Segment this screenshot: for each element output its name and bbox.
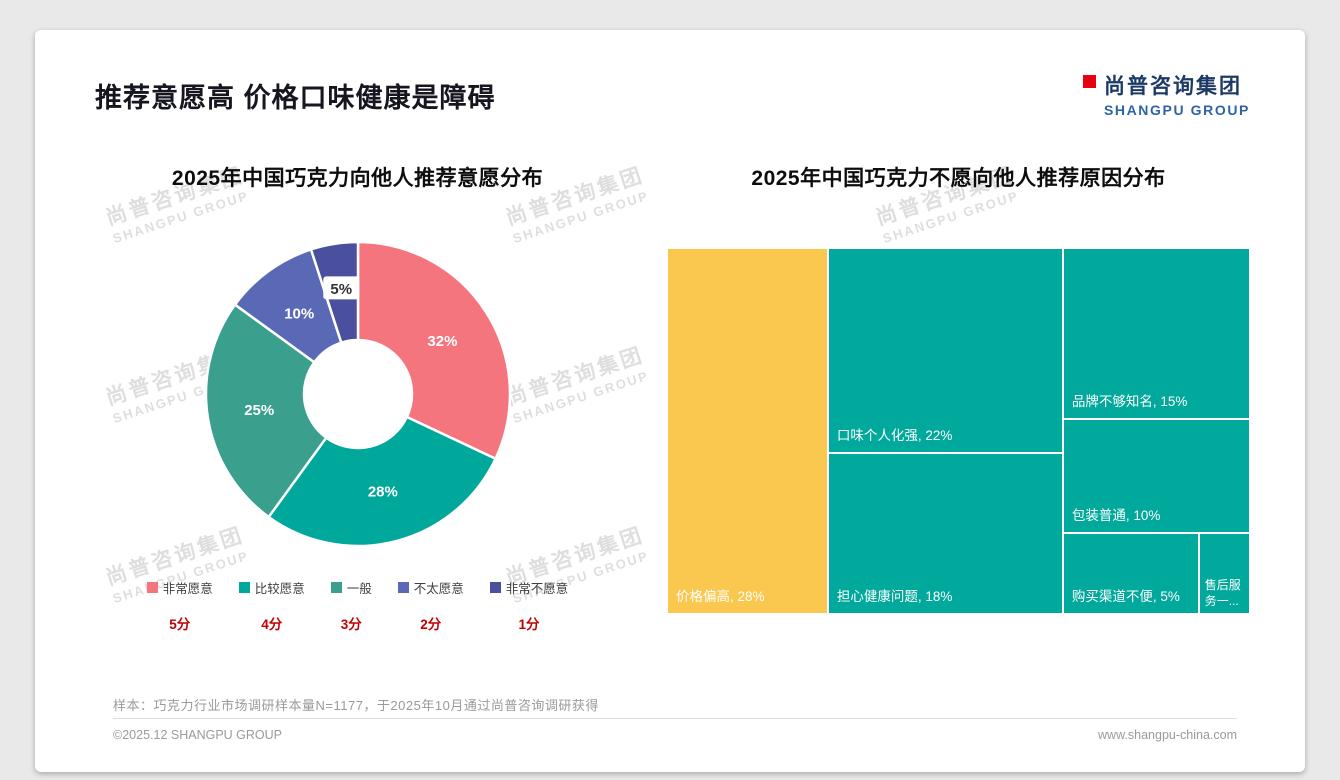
legend-label: 比较愿意	[254, 582, 305, 596]
legend-score: 1分	[518, 617, 540, 632]
legend-item: 非常不愿意	[489, 578, 569, 597]
donut-slice-value: 28%	[367, 483, 397, 500]
legend-col-2: 一般 3分	[330, 578, 372, 633]
logo-text: 尚普咨询集团 SHANGPU GROUP	[1104, 70, 1250, 118]
treemap-chart: 价格偏高, 28% 口味个人化强, 22% 担心健康问题, 18% 品牌不够知名, 1…	[667, 248, 1250, 614]
header: 推荐意愿高 价格口味健康是障碍 尚普咨询集团 SHANGPU GROUP	[95, 70, 1250, 118]
legend-score: 5分	[169, 617, 191, 632]
donut-slice-2	[204, 302, 328, 519]
treemap-cell-label: 价格偏高, 28%	[676, 588, 765, 604]
donut-label-chip	[322, 276, 359, 300]
legend-item: 比较愿意	[238, 578, 305, 597]
legend-swatch-icon	[397, 582, 409, 593]
treemap-cell-label: 口味个人化强, 22%	[836, 427, 953, 443]
slide-card: 尚普咨询集团 SHANGPU GROUP 尚普咨询集团 SHANGPU GROUP 尚普…	[35, 30, 1305, 772]
legend-label: 一般	[346, 582, 372, 596]
legend-col-4: 非常不愿意 1分	[489, 578, 569, 633]
donut-chart-title: 2025年中国巧克力向他人推荐意愿分布	[171, 167, 544, 190]
legend-label: 非常不愿意	[505, 582, 569, 596]
treemap-cell-4: 包装普通, 10%	[1062, 418, 1250, 533]
treemap-cell-label: 购买渠道不便, 5%	[1071, 588, 1180, 604]
legend-swatch-icon	[330, 582, 342, 593]
legend-col-1: 比较愿意 4分	[238, 578, 305, 633]
legend-score: 4分	[261, 617, 283, 632]
treemap-cell-label: 售后服务一...	[1204, 577, 1241, 608]
legend-item: 非常愿意	[146, 578, 213, 597]
treemap-cell-6: 售后服务一...	[1198, 532, 1250, 614]
treemap-cell-3: 品牌不够知名, 15%	[1062, 248, 1250, 419]
treemap-cell-5: 购买渠道不便, 5%	[1062, 532, 1199, 614]
website-text: www.shangpu-china.com	[1098, 728, 1237, 742]
logo-red-square-icon	[1082, 75, 1096, 88]
legend-score: 2分	[420, 617, 442, 632]
donut-slice-value: 10%	[284, 306, 314, 323]
legend-item: 不太愿意	[397, 578, 464, 597]
donut-slice-value: 32%	[427, 333, 457, 350]
legend-col-3: 不太愿意 2分	[397, 578, 464, 633]
donut-chart: 32% 28% 25% 10% 5%	[204, 240, 511, 548]
donut-slice-value: 25%	[244, 402, 274, 419]
donut-legend: 非常愿意 5分 比较愿意 4分 一般 3分 不太愿意 2分 非常不愿意 1分	[95, 578, 620, 633]
legend-score: 3分	[340, 617, 362, 632]
company-logo: 尚普咨询集团 SHANGPU GROUP	[1082, 70, 1250, 118]
donut-slice-value: 5%	[330, 281, 352, 298]
treemap-cell-2: 担心健康问题, 18%	[827, 452, 1063, 614]
legend-label: 不太愿意	[413, 582, 464, 596]
treemap-cell-label: 包装普通, 10%	[1071, 507, 1161, 523]
treemap-chart-section: 2025年中国巧克力不愿向他人推荐原因分布 价格偏高, 28% 口味个人化强, 2…	[667, 162, 1250, 633]
donut-slice-1	[266, 415, 497, 548]
legend-swatch-icon	[489, 582, 501, 593]
bottom-bar: ©2025.12 SHANGPU GROUP www.shangpu-china…	[113, 718, 1237, 742]
logo-name-en: SHANGPU GROUP	[1103, 102, 1250, 118]
legend-item: 一般	[330, 578, 372, 597]
legend-swatch-icon	[238, 582, 250, 593]
treemap-cell-label: 品牌不够知名, 15%	[1071, 393, 1188, 409]
copyright-text: ©2025.12 SHANGPU GROUP	[113, 728, 282, 742]
donut-slice-0	[356, 240, 511, 461]
legend-col-0: 非常愿意 5分	[146, 578, 213, 633]
legend-label: 非常愿意	[162, 582, 213, 596]
treemap-chart-title: 2025年中国巧克力不愿向他人推荐原因分布	[751, 167, 1166, 190]
sample-note: 样本：巧克力行业市场调研样本量N=1177，于2025年10月通过尚普咨询调研获…	[113, 698, 599, 713]
donut-chart-section: 2025年中国巧克力向他人推荐意愿分布 32% 28% 25% 10% 5% 非常愿意 5…	[95, 162, 620, 633]
treemap-cell-1: 口味个人化强, 22%	[827, 248, 1063, 453]
page-title: 推荐意愿高 价格口味健康是障碍	[95, 83, 496, 113]
treemap-cell-label: 担心健康问题, 18%	[836, 588, 953, 604]
logo-name-cn: 尚普咨询集团	[1103, 75, 1242, 98]
charts-row: 2025年中国巧克力向他人推荐意愿分布 32% 28% 25% 10% 5% 非常愿意 5…	[95, 162, 1250, 633]
legend-swatch-icon	[146, 582, 158, 593]
treemap-cell-0: 价格偏高, 28%	[667, 248, 828, 614]
